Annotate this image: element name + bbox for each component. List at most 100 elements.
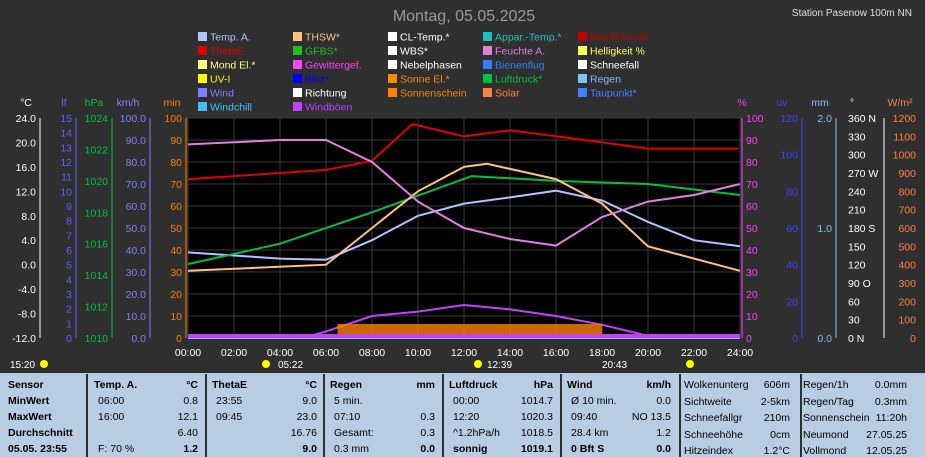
hpa-tick: 1020: [85, 176, 109, 188]
stats-separator: [800, 374, 802, 457]
kmh-tick: 10.0: [126, 311, 147, 323]
series-line: [187, 139, 741, 247]
lf-tick: 2: [66, 304, 72, 316]
deg-tick: 270 W: [848, 168, 878, 180]
stats-cell: Schneefallgr: [684, 412, 743, 424]
time-tick: 10:00: [405, 347, 431, 359]
legend-label: CL-Temp.*: [400, 32, 450, 44]
wm2-tick: 500: [898, 241, 916, 253]
pct-tick: 80: [746, 157, 758, 169]
stats-cell: Ø 10 min.: [571, 395, 617, 407]
axis-unit-label: °: [850, 97, 854, 109]
legend-swatch: [293, 60, 302, 69]
wm2-tick: 300: [898, 278, 916, 290]
axis-unit-label: hPa: [85, 97, 104, 109]
legend-label: Windchill: [210, 102, 252, 114]
stats-cell: 23:55: [216, 395, 243, 407]
stats-cell: F: 70 %: [98, 443, 135, 455]
hpa-tick: 1018: [85, 207, 109, 219]
kmh-tick: 90.0: [126, 135, 147, 147]
hpa-tick: 1022: [85, 144, 109, 156]
legend-label: Luftdruck*: [495, 74, 542, 86]
kmh-tick: 20.0: [126, 289, 147, 301]
time-tick: 08:00: [359, 347, 385, 359]
stats-cell: 0.0: [656, 443, 671, 455]
series-line: [188, 303, 741, 339]
legend-swatch: [388, 32, 397, 41]
legend-label: Windböen: [305, 102, 352, 114]
stats-cell: 0.3mm: [874, 395, 907, 408]
legend-swatch: [293, 46, 302, 55]
stats-cell: Luftdruck: [449, 379, 498, 391]
stats-separator: [679, 374, 681, 457]
time-tick: 06:00: [313, 347, 339, 359]
min-tick: 60: [170, 201, 182, 213]
pct-tick: 100: [746, 113, 764, 125]
stats-cell: 2-5km: [760, 395, 790, 408]
legend-swatch: [388, 88, 397, 97]
time-tick: 22:00: [681, 347, 707, 359]
time-tick: 18:00: [589, 347, 615, 359]
deg-tick: 330: [848, 131, 866, 143]
deg-tick: 210: [848, 205, 866, 217]
legend-swatch: [198, 88, 207, 97]
kmh-tick: 70.0: [126, 179, 147, 191]
legend-swatch: [483, 32, 492, 41]
wm2-tick: 700: [898, 205, 916, 217]
series-line: [187, 175, 741, 266]
stats-separator: [86, 374, 88, 457]
uv-tick: 100: [780, 150, 798, 162]
stats-cell: Wolkenunterg: [684, 379, 749, 391]
time-tick: 12:00: [451, 347, 477, 359]
stats-separator: [442, 374, 444, 457]
temp-tick: 4.0: [21, 235, 36, 247]
stats-cell: sonnig: [453, 443, 488, 455]
deg-tick: 60: [848, 296, 860, 308]
stats-cell: °C: [305, 379, 317, 391]
axis-unit-label: lf: [61, 97, 66, 109]
temp-tick: -12.0: [12, 333, 36, 345]
temp-tick: 8.0: [21, 211, 36, 223]
kmh-tick: 50.0: [126, 223, 147, 235]
stats-cell: 0 Bft S: [571, 443, 605, 455]
stats-cell: km/h: [646, 379, 671, 391]
stats-cell: 12.1: [177, 411, 198, 423]
min-tick: 10: [170, 311, 182, 323]
deg-tick: 240: [848, 186, 866, 198]
min-tick: 90: [170, 135, 182, 147]
legend-swatch: [198, 32, 207, 41]
deg-tick: 360 N: [848, 113, 876, 125]
lf-tick: 9: [66, 201, 72, 213]
stats-cell: 0.0: [420, 443, 435, 455]
page-title: Montag, 05.05.2025: [393, 8, 535, 25]
lf-tick: 7: [66, 230, 72, 242]
time-tick: 14:00: [497, 347, 523, 359]
hpa-tick: 1014: [85, 270, 109, 282]
pct-tick: 0: [746, 333, 752, 345]
stats-cell: 12:20: [453, 411, 480, 423]
stats-cell: ^1.2hPa/h: [453, 427, 500, 439]
sunrise-time: 05:22: [278, 360, 303, 371]
legend-label: Nebelphasen: [400, 60, 462, 72]
stats-cell: MaxWert: [8, 411, 52, 423]
kmh-tick: 80.0: [126, 157, 147, 169]
wm2-tick: 100: [898, 315, 916, 327]
min-tick: 80: [170, 157, 182, 169]
stats-cell: 1014.7: [520, 395, 553, 407]
wm2-tick: 900: [898, 168, 916, 180]
stats-separator: [560, 374, 562, 457]
pct-tick: 60: [746, 201, 758, 213]
stats-cell: 5 min.: [334, 395, 363, 407]
deg-tick: 30: [848, 315, 860, 327]
legend-label: Richtung: [305, 88, 347, 100]
stats-cell: 0.3 mm: [334, 443, 370, 455]
deg-tick: 150: [848, 241, 866, 253]
legend-label: Gewittergef.: [305, 60, 362, 72]
temp-tick: -8.0: [18, 309, 36, 321]
kmh-tick: 100.0: [120, 113, 146, 125]
axis-unit-label: uv: [776, 97, 788, 109]
axis-unit-label: mm: [811, 97, 829, 109]
series-line: [187, 162, 741, 272]
wm2-tick: 0: [910, 333, 916, 345]
